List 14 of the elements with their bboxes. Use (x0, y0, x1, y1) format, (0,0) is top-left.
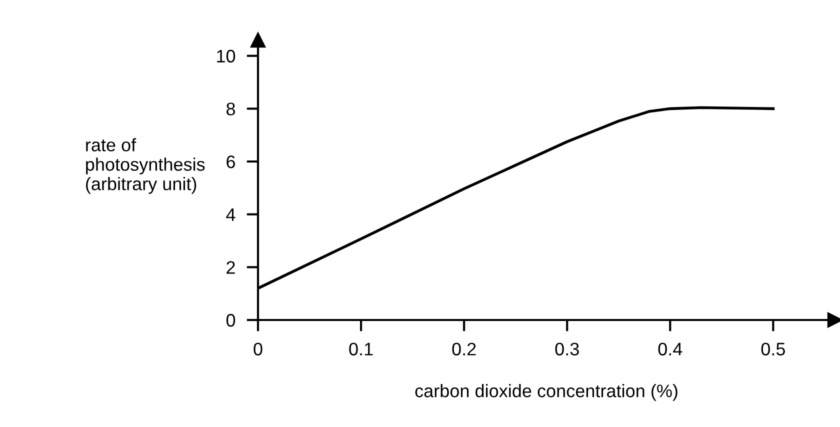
y-tick-label: 0 (226, 314, 236, 327)
x-tick-label: 0.2 (452, 342, 476, 356)
x-tick-label: 0.3 (555, 342, 579, 356)
y-tick-label: 4 (226, 208, 236, 221)
x-axis-title: carbon dioxide concentration (%) (415, 384, 678, 401)
x-tick-label: 0.4 (658, 342, 682, 356)
y-tick-label: 6 (226, 155, 235, 168)
y-tick-label: 8 (226, 102, 235, 116)
x-tick-label: 0.1 (349, 342, 373, 356)
x-tick-label: 0 (254, 342, 262, 356)
y-tick-label: 2 (226, 261, 235, 274)
x-tick-label: 0.5 (761, 342, 785, 356)
y-axis-title: rate of photosynthesis (arbitrary unit) (86, 138, 205, 194)
y-tick-label: 10 (217, 50, 236, 63)
